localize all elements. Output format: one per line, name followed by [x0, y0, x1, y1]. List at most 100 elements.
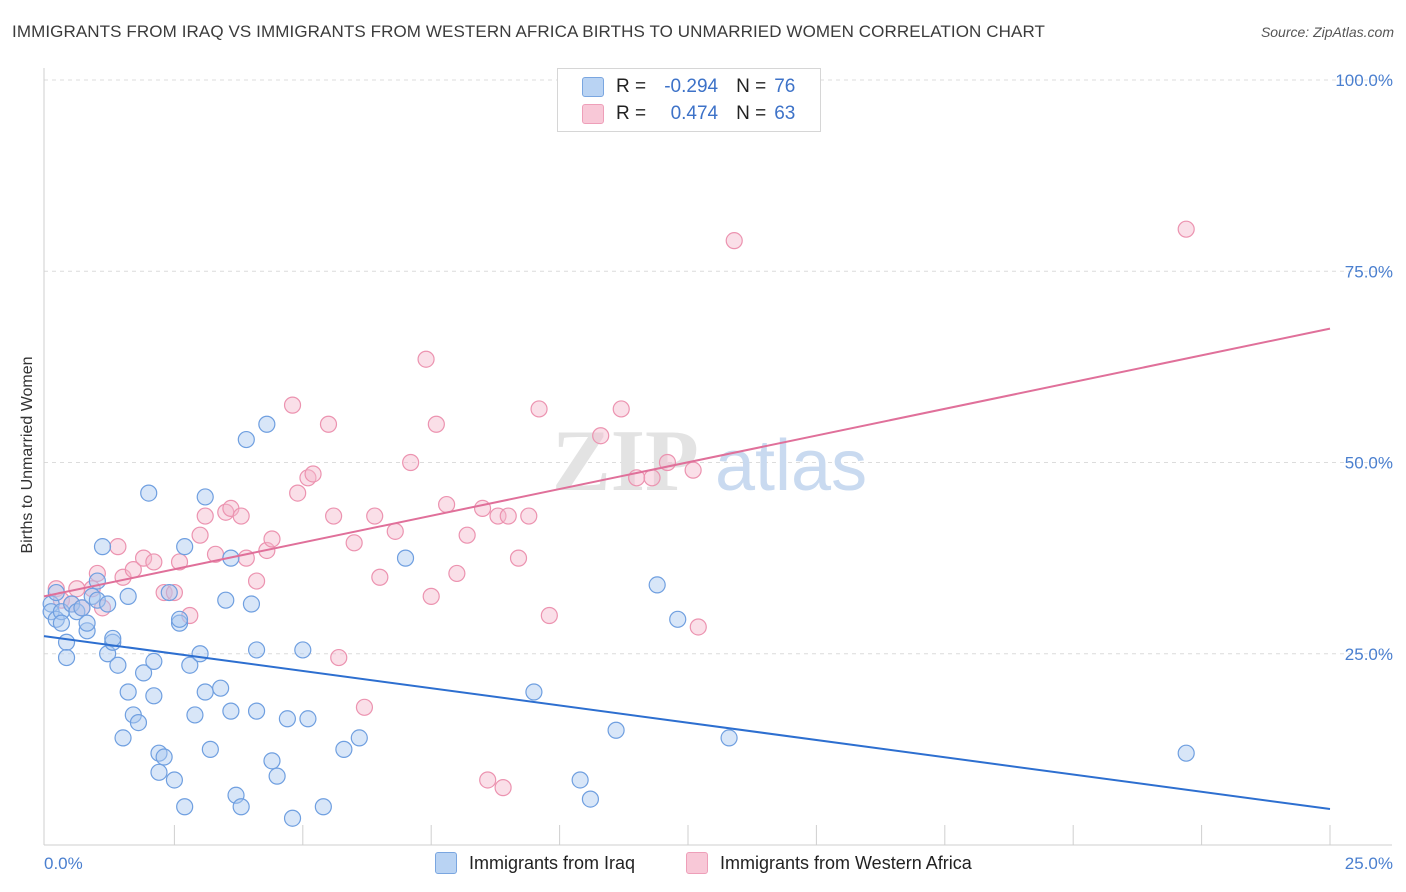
legend-r-label: R = — [616, 103, 647, 124]
data-point-iraq — [648, 576, 666, 594]
data-point-iraq — [160, 583, 178, 602]
data-point-iraq — [242, 595, 261, 613]
legend-item-iraq: Immigrants from Iraq — [435, 852, 635, 874]
data-point-western-africa — [1177, 220, 1195, 238]
trend-lines — [43, 327, 1331, 811]
data-point-iraq — [52, 614, 71, 632]
data-point-western-africa — [165, 583, 183, 602]
data-point-iraq — [155, 748, 173, 766]
trend-line-western-africa — [43, 327, 1331, 598]
data-point-iraq — [217, 591, 235, 609]
legend-swatch-iraq — [582, 77, 604, 97]
data-point-western-africa — [402, 453, 420, 472]
data-point-iraq — [88, 591, 106, 609]
legend-n-value-western-africa: 63 — [774, 103, 796, 124]
data-point-iraq — [165, 771, 183, 789]
data-point-iraq — [140, 484, 158, 502]
data-point-iraq — [114, 729, 132, 747]
data-point-iraq — [335, 740, 353, 758]
data-point-western-africa — [345, 534, 363, 552]
data-point-western-africa — [689, 618, 707, 636]
data-point-iraq — [186, 706, 204, 724]
data-point-iraq — [109, 656, 127, 674]
data-point-western-africa — [134, 549, 153, 567]
data-point-iraq — [57, 648, 76, 667]
data-point-iraq — [191, 645, 209, 663]
data-point-western-africa — [304, 465, 322, 483]
y-tick-label: 100.0% — [1335, 71, 1393, 90]
data-point-western-africa — [530, 400, 548, 418]
data-point-western-africa — [448, 564, 466, 583]
y-tick-label: 25.0% — [1345, 645, 1393, 664]
data-point-iraq — [119, 683, 137, 701]
data-point-iraq — [145, 652, 163, 671]
data-point-western-africa — [499, 507, 517, 525]
data-point-iraq — [247, 641, 266, 659]
data-point-iraq — [170, 614, 189, 632]
x-tick-label: 0.0% — [44, 854, 83, 873]
data-point-western-africa — [509, 549, 528, 567]
series-western-africa — [47, 220, 1195, 797]
trend-line-iraq — [43, 635, 1331, 811]
data-point-iraq — [196, 488, 214, 506]
data-point-iraq — [104, 629, 122, 648]
data-point-western-africa — [422, 587, 440, 605]
data-point-iraq — [170, 610, 189, 628]
data-point-western-africa — [355, 698, 374, 716]
data-point-iraq — [78, 614, 96, 632]
data-point-iraq — [150, 763, 168, 781]
data-point-iraq — [232, 798, 250, 816]
data-point-iraq — [571, 771, 589, 789]
data-point-iraq — [350, 729, 368, 747]
data-point-iraq — [525, 683, 543, 701]
data-point-western-africa — [427, 415, 445, 433]
data-point-western-africa — [371, 568, 389, 586]
data-point-western-africa — [319, 415, 338, 433]
x-tick-label: 25.0% — [1345, 854, 1393, 873]
data-point-western-africa — [684, 461, 702, 479]
data-point-western-africa — [232, 507, 250, 525]
data-point-iraq — [278, 710, 296, 728]
data-point-iraq — [247, 702, 266, 720]
watermark-zip: ZIP — [552, 413, 699, 510]
data-point-iraq — [237, 430, 255, 449]
data-point-iraq — [57, 633, 76, 651]
y-tick-label: 50.0% — [1345, 454, 1393, 473]
data-point-iraq — [607, 721, 625, 739]
data-point-iraq — [1177, 744, 1195, 762]
data-point-iraq — [212, 679, 230, 697]
chart-title: IMMIGRANTS FROM IRAQ VS IMMIGRANTS FROM … — [12, 22, 1046, 41]
data-point-western-africa — [540, 606, 558, 625]
data-point-iraq — [134, 664, 153, 682]
data-point-western-africa — [289, 484, 307, 502]
data-point-iraq — [222, 702, 240, 720]
series-legend: Immigrants from Iraq Immigrants from Wes… — [0, 852, 1406, 878]
data-point-iraq — [176, 538, 194, 556]
data-point-western-africa — [458, 526, 476, 544]
data-point-iraq — [99, 595, 117, 613]
data-point-western-africa — [247, 572, 266, 590]
data-point-western-africa — [330, 648, 348, 667]
data-point-iraq — [720, 729, 738, 747]
legend-swatch-western-africa — [686, 852, 708, 874]
data-point-iraq — [196, 683, 214, 701]
data-point-iraq — [283, 809, 302, 827]
data-point-western-africa — [263, 530, 281, 548]
data-point-western-africa — [366, 507, 384, 525]
data-point-iraq — [396, 549, 415, 567]
watermark-atlas: atlas — [715, 426, 867, 506]
data-point-western-africa — [725, 232, 743, 250]
data-point-iraq — [263, 752, 281, 770]
data-point-western-africa — [386, 522, 404, 540]
data-point-iraq — [181, 656, 199, 674]
legend-r-value-western-africa: 0.474 — [670, 103, 719, 124]
data-point-iraq — [129, 713, 148, 732]
data-point-iraq — [268, 767, 286, 785]
data-point-iraq — [669, 610, 687, 628]
data-point-iraq — [93, 538, 112, 556]
data-point-western-africa — [417, 350, 435, 368]
data-point-iraq — [314, 798, 332, 816]
data-point-iraq — [294, 641, 312, 659]
correlation-legend: R = -0.294 N = 76 R = 0.474 N = 63 — [557, 68, 821, 132]
